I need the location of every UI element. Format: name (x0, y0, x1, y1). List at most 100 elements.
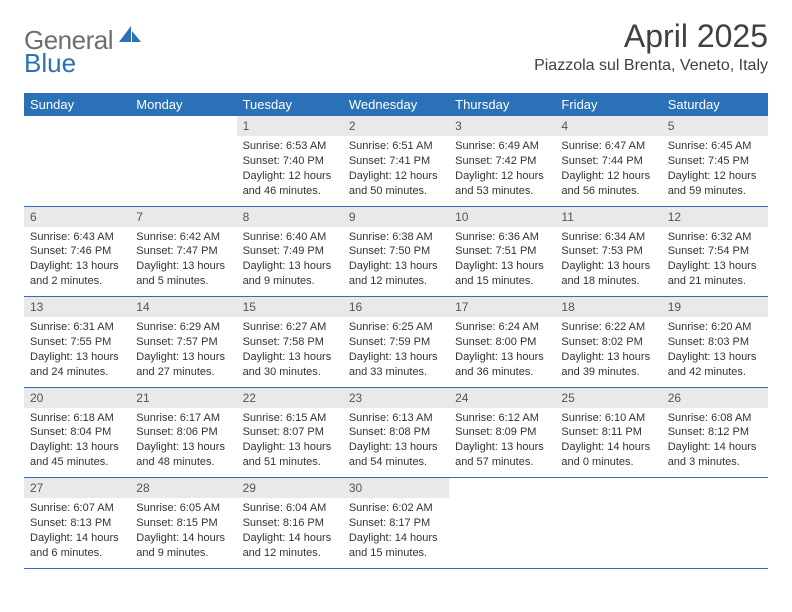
daylight-text-2: and 9 minutes. (243, 274, 337, 289)
daylight-text-2: and 59 minutes. (668, 184, 762, 199)
sunset-text: Sunset: 7:41 PM (349, 154, 443, 169)
day-content-cell: Sunrise: 6:07 AMSunset: 8:13 PMDaylight:… (24, 498, 130, 568)
sunset-text: Sunset: 7:54 PM (668, 244, 762, 259)
sunrise-text: Sunrise: 6:07 AM (30, 501, 124, 516)
day-number-row: 13141516171819 (24, 297, 768, 318)
daylight-text-2: and 53 minutes. (455, 184, 549, 199)
daylight-text-2: and 39 minutes. (561, 365, 655, 380)
daylight-text: Daylight: 12 hours (561, 169, 655, 184)
sunrise-text: Sunrise: 6:40 AM (243, 230, 337, 245)
sunset-text: Sunset: 7:53 PM (561, 244, 655, 259)
day-number-cell: 29 (237, 478, 343, 499)
brand-text-blue: Blue (24, 48, 76, 78)
day-content-cell: Sunrise: 6:42 AMSunset: 7:47 PMDaylight:… (130, 227, 236, 297)
day-number-cell (449, 478, 555, 499)
day-content-cell: Sunrise: 6:38 AMSunset: 7:50 PMDaylight:… (343, 227, 449, 297)
daylight-text-2: and 57 minutes. (455, 455, 549, 470)
daylight-text: Daylight: 12 hours (668, 169, 762, 184)
sunrise-text: Sunrise: 6:36 AM (455, 230, 549, 245)
day-header: Thursday (449, 93, 555, 116)
sunrise-text: Sunrise: 6:05 AM (136, 501, 230, 516)
daylight-text: Daylight: 13 hours (668, 259, 762, 274)
daylight-text-2: and 45 minutes. (30, 455, 124, 470)
day-content-cell: Sunrise: 6:04 AMSunset: 8:16 PMDaylight:… (237, 498, 343, 568)
calendar-body: 12345Sunrise: 6:53 AMSunset: 7:40 PMDayl… (24, 116, 768, 568)
day-number-row: 20212223242526 (24, 387, 768, 408)
daylight-text-2: and 18 minutes. (561, 274, 655, 289)
daylight-text: Daylight: 13 hours (349, 350, 443, 365)
daylight-text: Daylight: 13 hours (136, 350, 230, 365)
day-content-cell: Sunrise: 6:18 AMSunset: 8:04 PMDaylight:… (24, 408, 130, 478)
day-number-cell: 1 (237, 116, 343, 136)
daylight-text: Daylight: 14 hours (136, 531, 230, 546)
daylight-text-2: and 9 minutes. (136, 546, 230, 561)
daylight-text: Daylight: 12 hours (349, 169, 443, 184)
daylight-text: Daylight: 13 hours (455, 440, 549, 455)
day-number-cell: 21 (130, 387, 236, 408)
sunrise-text: Sunrise: 6:15 AM (243, 411, 337, 426)
day-number-cell: 15 (237, 297, 343, 318)
daylight-text-2: and 48 minutes. (136, 455, 230, 470)
sunrise-text: Sunrise: 6:47 AM (561, 139, 655, 154)
day-header: Wednesday (343, 93, 449, 116)
sunset-text: Sunset: 8:06 PM (136, 425, 230, 440)
day-number-cell: 13 (24, 297, 130, 318)
daylight-text-2: and 24 minutes. (30, 365, 124, 380)
day-content-cell (555, 498, 661, 568)
sunset-text: Sunset: 7:57 PM (136, 335, 230, 350)
sunrise-text: Sunrise: 6:02 AM (349, 501, 443, 516)
day-content-cell: Sunrise: 6:10 AMSunset: 8:11 PMDaylight:… (555, 408, 661, 478)
day-content-cell (24, 136, 130, 206)
daylight-text-2: and 33 minutes. (349, 365, 443, 380)
sunset-text: Sunset: 7:40 PM (243, 154, 337, 169)
daylight-text-2: and 46 minutes. (243, 184, 337, 199)
daylight-text: Daylight: 14 hours (243, 531, 337, 546)
day-content-cell: Sunrise: 6:29 AMSunset: 7:57 PMDaylight:… (130, 317, 236, 387)
sunrise-text: Sunrise: 6:12 AM (455, 411, 549, 426)
day-content-cell: Sunrise: 6:53 AMSunset: 7:40 PMDaylight:… (237, 136, 343, 206)
day-content-cell: Sunrise: 6:51 AMSunset: 7:41 PMDaylight:… (343, 136, 449, 206)
day-content-cell: Sunrise: 6:36 AMSunset: 7:51 PMDaylight:… (449, 227, 555, 297)
sunset-text: Sunset: 7:44 PM (561, 154, 655, 169)
day-number-cell: 16 (343, 297, 449, 318)
day-header: Tuesday (237, 93, 343, 116)
day-number-cell: 2 (343, 116, 449, 136)
sunset-text: Sunset: 7:49 PM (243, 244, 337, 259)
day-number-cell: 10 (449, 206, 555, 227)
day-number-cell: 7 (130, 206, 236, 227)
sunset-text: Sunset: 8:02 PM (561, 335, 655, 350)
sunset-text: Sunset: 7:59 PM (349, 335, 443, 350)
sunrise-text: Sunrise: 6:08 AM (668, 411, 762, 426)
daylight-text-2: and 5 minutes. (136, 274, 230, 289)
day-number-cell: 6 (24, 206, 130, 227)
day-header-row: Sunday Monday Tuesday Wednesday Thursday… (24, 93, 768, 116)
daylight-text: Daylight: 14 hours (30, 531, 124, 546)
sunrise-text: Sunrise: 6:32 AM (668, 230, 762, 245)
daylight-text: Daylight: 13 hours (455, 350, 549, 365)
daylight-text-2: and 30 minutes. (243, 365, 337, 380)
day-number-cell: 8 (237, 206, 343, 227)
day-content-cell: Sunrise: 6:02 AMSunset: 8:17 PMDaylight:… (343, 498, 449, 568)
day-content-cell: Sunrise: 6:32 AMSunset: 7:54 PMDaylight:… (662, 227, 768, 297)
day-number-cell: 12 (662, 206, 768, 227)
day-number-cell: 24 (449, 387, 555, 408)
daylight-text: Daylight: 14 hours (349, 531, 443, 546)
daylight-text-2: and 15 minutes. (349, 546, 443, 561)
sunrise-text: Sunrise: 6:22 AM (561, 320, 655, 335)
day-number-cell (130, 116, 236, 136)
day-content-cell (130, 136, 236, 206)
sunset-text: Sunset: 8:09 PM (455, 425, 549, 440)
sunset-text: Sunset: 8:13 PM (30, 516, 124, 531)
sunset-text: Sunset: 8:07 PM (243, 425, 337, 440)
day-number-cell: 18 (555, 297, 661, 318)
daylight-text: Daylight: 13 hours (30, 259, 124, 274)
day-number-cell: 20 (24, 387, 130, 408)
daylight-text: Daylight: 13 hours (349, 259, 443, 274)
daylight-text: Daylight: 13 hours (30, 440, 124, 455)
day-content-cell: Sunrise: 6:47 AMSunset: 7:44 PMDaylight:… (555, 136, 661, 206)
sunrise-text: Sunrise: 6:42 AM (136, 230, 230, 245)
day-content-cell: Sunrise: 6:40 AMSunset: 7:49 PMDaylight:… (237, 227, 343, 297)
daylight-text: Daylight: 13 hours (668, 350, 762, 365)
daylight-text: Daylight: 13 hours (561, 259, 655, 274)
sunset-text: Sunset: 8:04 PM (30, 425, 124, 440)
